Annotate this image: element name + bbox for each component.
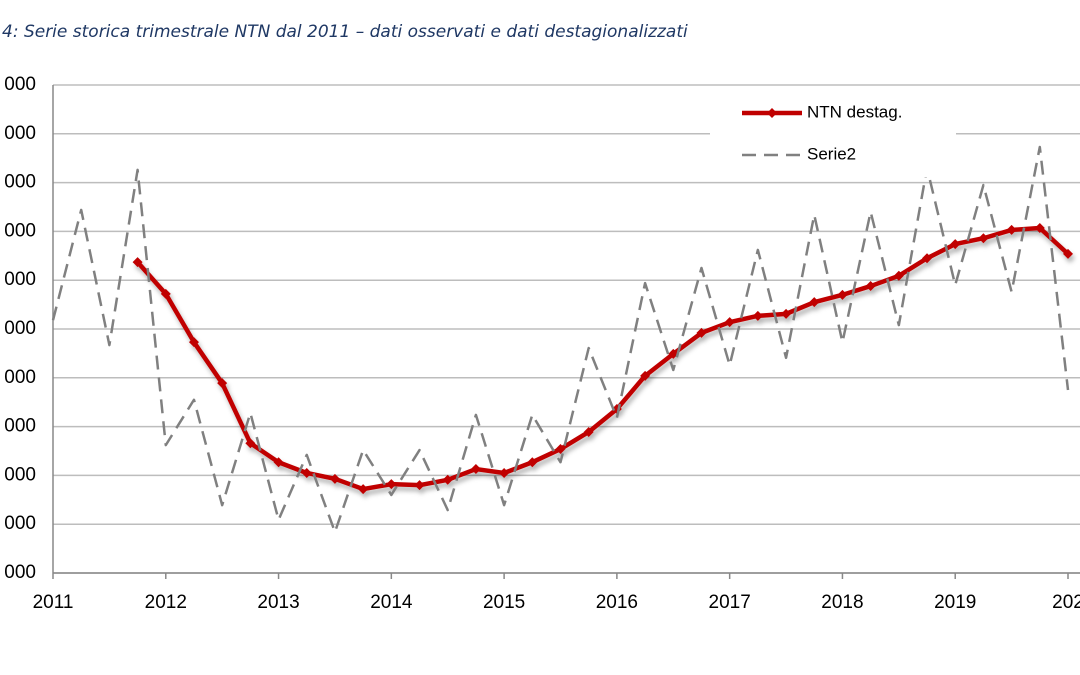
series-group	[132, 222, 1073, 495]
y-tick-label: 000	[4, 74, 36, 95]
data-point	[1006, 224, 1017, 235]
x-tick-label: 2017	[709, 592, 751, 613]
y-tick-label: 000	[4, 513, 36, 534]
legend-label: Serie2	[807, 144, 856, 163]
data-point	[329, 473, 340, 484]
data-point	[527, 457, 538, 468]
data-point	[217, 378, 228, 389]
x-tick-label: 2013	[257, 592, 299, 613]
x-tick-label: 2014	[370, 592, 413, 613]
x-tick-label: 2018	[821, 592, 863, 613]
data-point	[555, 444, 566, 455]
data-point	[442, 474, 453, 485]
data-point	[640, 370, 651, 381]
y-tick-label: 000	[4, 416, 36, 437]
data-point	[499, 467, 510, 478]
data-point	[978, 233, 989, 244]
y-tick-label: 000	[4, 367, 36, 388]
legend-box	[710, 95, 956, 177]
series-line	[51, 145, 1070, 534]
data-point	[809, 297, 820, 308]
data-point	[301, 467, 312, 478]
legend-marker	[767, 108, 777, 118]
data-point	[273, 457, 284, 468]
data-point	[781, 308, 792, 319]
x-tick-label: 2015	[483, 592, 525, 613]
x-tick-label: 202	[1052, 592, 1080, 613]
data-point	[724, 317, 735, 328]
x-tick-label: 2012	[145, 592, 187, 613]
x-tick-label: 2019	[934, 592, 976, 613]
data-point	[950, 239, 961, 250]
y-tick-label: 000	[4, 123, 36, 144]
legend-label: NTN destag.	[807, 102, 902, 121]
y-tick-label: 000	[4, 318, 36, 339]
data-point	[386, 479, 397, 490]
data-point	[470, 464, 481, 475]
data-point	[245, 438, 256, 449]
data-point	[414, 480, 425, 491]
data-point	[865, 281, 876, 292]
x-tick-label: 2016	[596, 592, 638, 613]
data-point	[1034, 222, 1045, 233]
data-point	[752, 310, 763, 321]
y-tick-label: 000	[4, 464, 36, 485]
data-point	[132, 257, 143, 268]
y-tick-label: 000	[4, 562, 36, 583]
y-tick-label: 000	[4, 269, 36, 290]
chart-title: 4: Serie storica trimestrale NTN dal 201…	[2, 22, 688, 42]
y-tick-label: 000	[4, 220, 36, 241]
data-point	[160, 288, 171, 299]
data-point	[837, 289, 848, 300]
data-point	[922, 253, 933, 264]
series-group	[51, 145, 1070, 534]
series-line	[135, 225, 1070, 492]
data-point	[188, 337, 199, 348]
y-tick-label: 000	[4, 172, 36, 193]
data-point	[583, 426, 594, 437]
data-point	[893, 270, 904, 281]
data-point	[1063, 248, 1073, 259]
data-point	[358, 484, 369, 495]
x-tick-label: 2011	[33, 592, 74, 613]
data-point	[696, 327, 707, 338]
